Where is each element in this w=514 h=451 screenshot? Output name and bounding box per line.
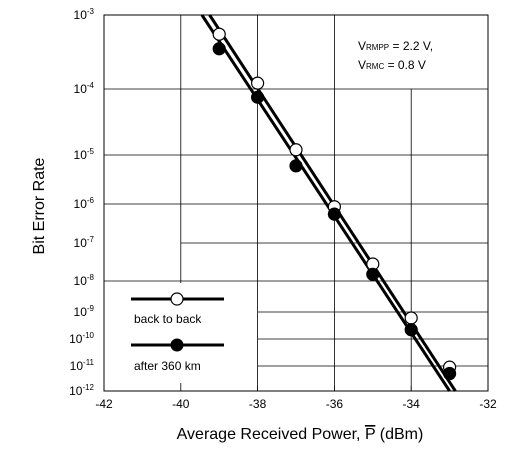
point-after-360km: [443, 366, 457, 381]
x-axis-title: Average Received Power, P (dBm): [177, 426, 424, 443]
voltage-annotation: VRMPP = 2.2 V, VRMC = 0.8 V: [358, 39, 433, 72]
point-back-to-back: [289, 143, 303, 157]
legend-label-after-360km: after 360 km: [134, 359, 201, 373]
y-tick-label: 10-5: [74, 147, 95, 162]
x-tick-label: -42: [95, 397, 113, 411]
x-tick-label: -32: [479, 397, 497, 411]
point-back-to-back: [212, 27, 226, 41]
y-axis-title: Bit Error Rate: [31, 157, 48, 254]
y-tick-label: 10-8: [74, 273, 95, 288]
point-after-360km: [366, 267, 380, 281]
legend: back to back after 360 km: [122, 283, 230, 383]
legend-label-back-to-back: back to back: [134, 312, 202, 326]
plot-frame: [103, 14, 489, 392]
y-tick-label: 10-4: [74, 81, 95, 96]
point-after-360km: [289, 159, 303, 173]
x-tick-label: -34: [403, 397, 421, 411]
x-tick-label: -36: [326, 397, 344, 411]
data-points: [212, 27, 457, 381]
y-tick-label: 10-11: [70, 358, 95, 373]
y-tick-label: 10-9: [74, 304, 95, 319]
y-tick-label: 10-6: [74, 196, 95, 211]
y-tick-label: 10-10: [69, 331, 94, 346]
point-back-to-back: [404, 311, 418, 325]
x-tick-label: -40: [172, 397, 190, 411]
point-back-to-back: [251, 76, 265, 90]
legend-marker-after-360km: [170, 338, 184, 352]
x-tick-labels: -42 -40 -38 -36 -34 -32: [95, 397, 497, 411]
point-after-360km: [327, 207, 341, 221]
legend-marker-back-to-back: [170, 292, 184, 306]
y-tick-label: 10-3: [74, 7, 95, 22]
y-tick-label: 10-12: [69, 383, 94, 398]
annotation-line-1: VRMPP = 2.2 V,: [358, 39, 433, 53]
annotation-line-2: VRMC = 0.8 V: [358, 58, 426, 72]
point-after-360km: [212, 42, 226, 56]
y-tick-label: 10-7: [74, 235, 95, 250]
x-tick-label: -38: [249, 397, 267, 411]
y-tick-labels: 10-3 10-4 10-5 10-6 10-7 10-8 10-9 10-10 10-11 10…: [69, 7, 94, 398]
point-after-360km: [404, 323, 418, 337]
point-after-360km: [251, 90, 265, 104]
